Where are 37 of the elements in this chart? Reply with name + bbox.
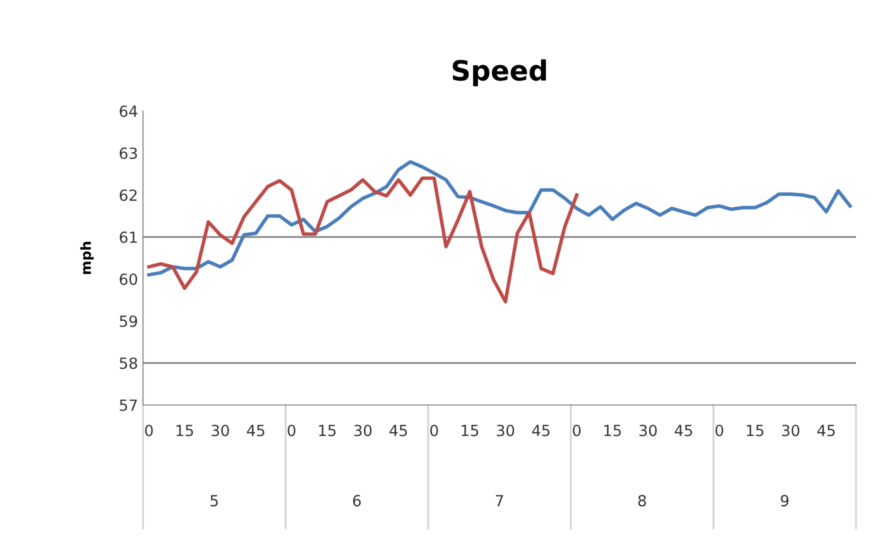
text: 8 bbox=[638, 494, 646, 506]
y-tick-label: 58 bbox=[120, 357, 138, 370]
x-tick-label: 45 bbox=[674, 424, 692, 436]
x-tick-label: 45 bbox=[532, 424, 550, 436]
x-tick-label: 45 bbox=[246, 424, 264, 436]
x-tick-label: 0 bbox=[288, 424, 296, 436]
x-tick-label: 0 bbox=[145, 424, 153, 436]
y-tick-label: 62 bbox=[120, 189, 137, 202]
line-series bbox=[147, 160, 852, 277]
x-tick-label: 45 bbox=[817, 424, 835, 436]
line-series bbox=[147, 176, 578, 304]
y-tick-label: 60 bbox=[120, 273, 138, 286]
y-tick-label: 61 bbox=[120, 231, 137, 244]
x-tick-label: 15 bbox=[746, 424, 764, 436]
y-tick-label: 63 bbox=[120, 147, 137, 160]
x-tick-label: 30 bbox=[782, 424, 800, 436]
x-tick-label: 15 bbox=[462, 424, 478, 436]
x-tick-label: 30 bbox=[354, 424, 372, 436]
x-tick-label: 0 bbox=[430, 424, 438, 436]
x-tick-label: 30 bbox=[212, 424, 229, 436]
y-tick-label: 64 bbox=[120, 105, 138, 118]
y-tick-label: 59 bbox=[120, 315, 138, 328]
x-tick-label: 30 bbox=[496, 424, 514, 436]
y-axis-title: mph bbox=[80, 242, 94, 274]
x-tick-label: 0 bbox=[572, 424, 581, 436]
x-tick-label: 45 bbox=[390, 424, 407, 436]
chart-title: Speed bbox=[452, 59, 546, 86]
x-tick-label: 15 bbox=[176, 424, 193, 436]
x-tick-label: 15 bbox=[319, 424, 336, 436]
text: 9 bbox=[780, 494, 788, 506]
text: 5 bbox=[210, 495, 218, 506]
x-tick-label: 15 bbox=[604, 424, 621, 436]
x-tick-label: 0 bbox=[715, 424, 724, 436]
y-tick-label: 57 bbox=[120, 400, 137, 412]
text: 6 bbox=[353, 494, 361, 506]
x-tick-label: 30 bbox=[639, 424, 657, 436]
text: 7 bbox=[496, 495, 504, 506]
